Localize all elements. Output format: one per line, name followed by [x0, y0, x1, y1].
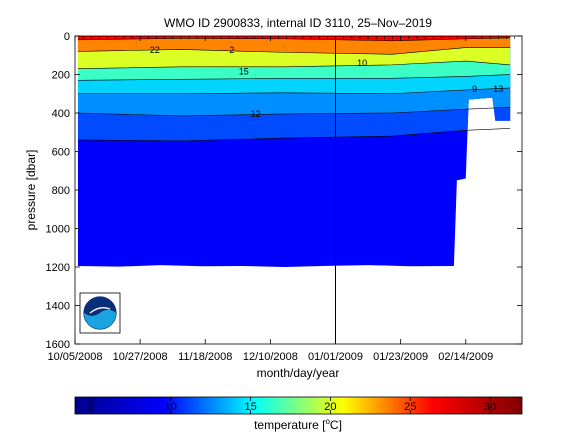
colorbar-tick-label: 5 — [88, 401, 94, 413]
y-tick-label: 1000 — [46, 224, 70, 236]
x-tick-label: 01/01/2009 — [308, 351, 363, 363]
isotherm-line — [77, 106, 511, 117]
colorbar — [74, 396, 523, 415]
contour-label: 22 — [150, 45, 160, 55]
contour-label: 12 — [251, 109, 261, 119]
isotherm-line — [77, 128, 511, 142]
y-tick-label: 400 — [52, 108, 70, 120]
plot-area — [77, 36, 511, 267]
noaa-logo — [79, 292, 121, 334]
x-tick-label: 10/27/2008 — [113, 351, 168, 363]
y-tick-label: 1600 — [46, 339, 70, 351]
colorbar-tick-label: 20 — [324, 401, 336, 413]
y-tick-label: 0 — [64, 31, 70, 43]
y-tick-label: 1200 — [46, 262, 70, 274]
colorbar-tick-label: 15 — [244, 401, 256, 413]
y-tick-label: 200 — [52, 70, 70, 82]
y-axis-label: pressure [dbar] — [24, 150, 38, 231]
x-tick-label: 10/05/2008 — [47, 351, 102, 363]
contour-label: 10 — [357, 58, 367, 68]
x-tick-label: 12/10/2008 — [243, 351, 298, 363]
colorbar-tick-label: 30 — [484, 401, 496, 413]
colorbar-ticks: 5 10 15 20 25 30 — [88, 397, 496, 414]
y-axis: 0 200 400 600 800 1000 1200 1400 1600 — [46, 31, 522, 351]
colorbar-tick-label: 10 — [165, 401, 177, 413]
contour-label: 13 — [493, 84, 503, 94]
isotherm-line — [77, 87, 511, 95]
contour-label: 15 — [239, 67, 249, 77]
x-tick-label: 01/23/2009 — [373, 351, 428, 363]
y-tick-label: 800 — [52, 185, 70, 197]
x-tick-label: 11/18/2008 — [178, 351, 232, 363]
contour-label: 9 — [472, 84, 477, 94]
chart-title: WMO ID 2900833, internal ID 3110, 25–Nov… — [164, 16, 432, 30]
temperature-field — [77, 36, 511, 267]
isotherm-line — [77, 74, 511, 81]
y-tick-label: 600 — [52, 147, 70, 159]
colorbar-label: temperature [oC] — [254, 417, 342, 432]
x-tick-label: 02/14/2009 — [438, 351, 493, 363]
colorbar-tick-label: 25 — [404, 401, 416, 413]
contour-label: 2 — [229, 45, 234, 55]
isotherm-line — [77, 47, 511, 55]
x-axis-label: month/day/year — [257, 366, 340, 380]
isotherm-line — [77, 60, 511, 70]
y-tick-label: 1400 — [46, 301, 70, 313]
x-axis: 10/05/2008 10/27/2008 11/18/2008 12/10/2008… — [47, 36, 515, 363]
